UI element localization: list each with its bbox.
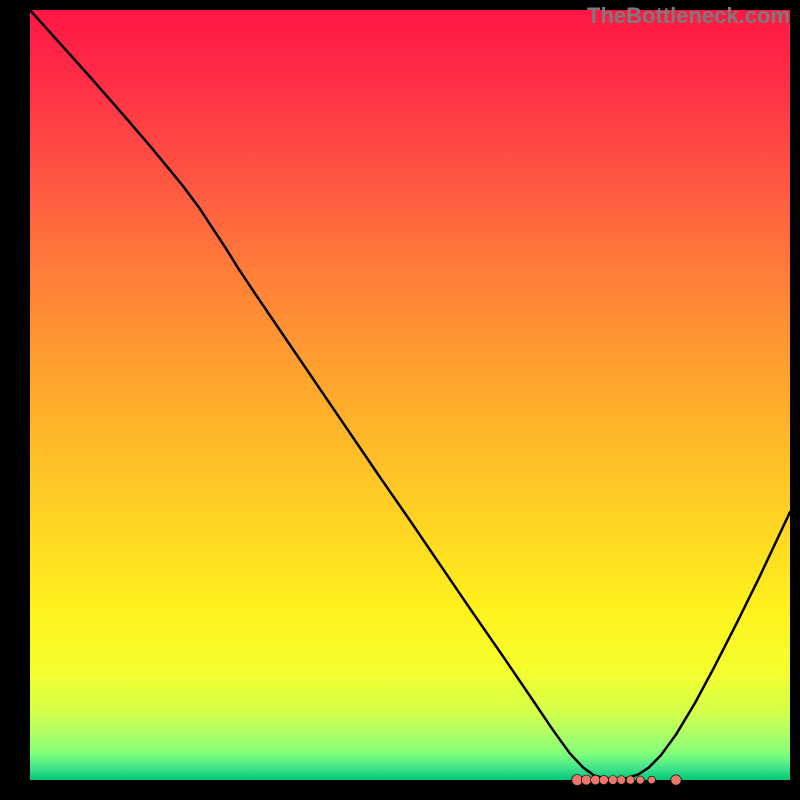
marker-dot bbox=[608, 776, 617, 785]
gradient-background bbox=[30, 10, 790, 780]
marker-dot bbox=[648, 776, 656, 784]
marker-dot bbox=[581, 775, 591, 785]
marker-dot bbox=[626, 776, 634, 784]
watermark-text: TheBottleneck.com bbox=[587, 3, 790, 29]
marker-dot bbox=[617, 776, 626, 785]
marker-dot bbox=[636, 776, 644, 784]
marker-dot bbox=[591, 775, 601, 785]
marker-dot bbox=[671, 775, 681, 785]
marker-dot bbox=[599, 775, 608, 784]
bottleneck-chart bbox=[0, 0, 800, 800]
